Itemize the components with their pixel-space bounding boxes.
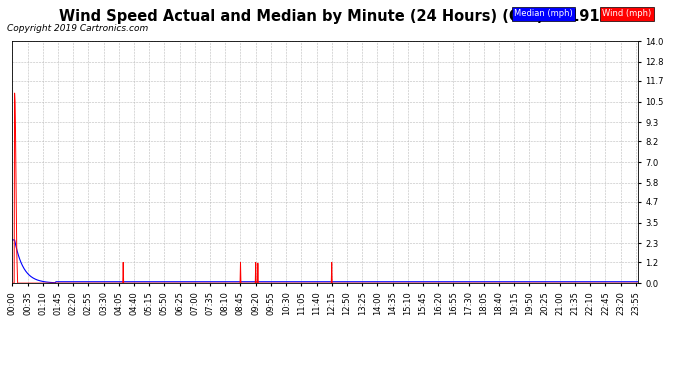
Text: Wind (mph): Wind (mph) <box>602 9 651 18</box>
Text: Wind Speed Actual and Median by Minute (24 Hours) (Old) 20191208: Wind Speed Actual and Median by Minute (… <box>59 9 631 24</box>
Text: Copyright 2019 Cartronics.com: Copyright 2019 Cartronics.com <box>7 24 148 33</box>
Text: Median (mph): Median (mph) <box>514 9 573 18</box>
